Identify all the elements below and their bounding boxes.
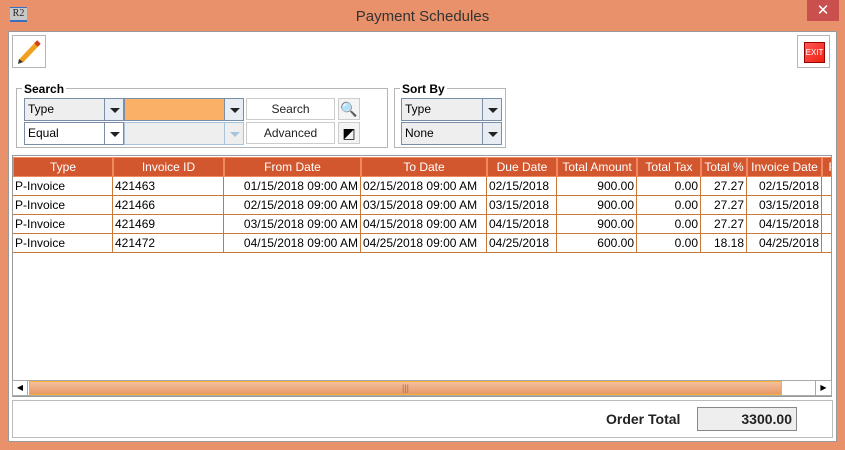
- search-value2-input: [124, 122, 225, 145]
- sort-legend: Sort By: [400, 82, 447, 96]
- table-cell[interactable]: [822, 196, 831, 215]
- advanced-button[interactable]: Advanced: [246, 122, 335, 144]
- table-cell[interactable]: 27.27: [701, 177, 747, 196]
- column-header[interactable]: Type: [13, 157, 113, 177]
- table-cell[interactable]: 04/25/2018 09:00 AM: [361, 234, 487, 253]
- table-cell[interactable]: P-Invoice: [13, 196, 113, 215]
- order-total-value: 3300.00: [697, 407, 797, 431]
- table-cell[interactable]: 421466: [113, 196, 224, 215]
- column-header[interactable]: Total %: [701, 157, 747, 177]
- table-cell[interactable]: 27.27: [701, 215, 747, 234]
- search-group: [16, 88, 388, 148]
- sort-group: [394, 88, 506, 148]
- chevron-down-icon[interactable]: [482, 98, 502, 121]
- pencil-icon: [18, 40, 41, 64]
- search-value-input[interactable]: [124, 98, 225, 121]
- column-header[interactable]: From Date: [224, 157, 361, 177]
- table-cell[interactable]: 0.00: [637, 177, 701, 196]
- column-header[interactable]: To Date: [361, 157, 487, 177]
- table-cell[interactable]: 0.00: [637, 234, 701, 253]
- column-header[interactable]: P: [822, 157, 831, 177]
- search-legend: Search: [22, 82, 67, 96]
- table-cell[interactable]: 04/25/2018: [747, 234, 822, 253]
- scroll-right-icon[interactable]: ▶: [815, 381, 831, 395]
- table-cell[interactable]: 02/15/2018 09:00 AM: [224, 196, 361, 215]
- table-cell[interactable]: 02/15/2018 09:00 AM: [361, 177, 487, 196]
- payment-table: Type Invoice ID From Date To Date Due Date To…: [12, 155, 832, 397]
- chevron-down-icon: [224, 122, 244, 145]
- table-cell[interactable]: 0.00: [637, 196, 701, 215]
- table-cell[interactable]: 04/15/2018 09:00 AM: [361, 215, 487, 234]
- scroll-thumb[interactable]: |||: [29, 381, 782, 395]
- table-cell[interactable]: 600.00: [557, 234, 637, 253]
- search-button[interactable]: Search: [246, 98, 335, 120]
- app-icon: R2: [10, 7, 27, 22]
- table-cell[interactable]: 03/15/2018 09:00 AM: [361, 196, 487, 215]
- table-cell[interactable]: 02/15/2018: [747, 177, 822, 196]
- footer-panel: [12, 400, 833, 438]
- order-total-label: Order Total: [606, 411, 681, 427]
- table-cell[interactable]: P-Invoice: [13, 215, 113, 234]
- chevron-down-icon[interactable]: [104, 98, 124, 121]
- magnifier-icon[interactable]: 🔍: [338, 98, 360, 120]
- edit-button[interactable]: [12, 35, 46, 68]
- search-field-select[interactable]: Type: [24, 98, 105, 121]
- table-cell[interactable]: 0.00: [637, 215, 701, 234]
- table-cell[interactable]: 421472: [113, 234, 224, 253]
- table-cell[interactable]: 900.00: [557, 196, 637, 215]
- table-cell[interactable]: 01/15/2018 09:00 AM: [224, 177, 361, 196]
- table-cell[interactable]: [822, 234, 831, 253]
- advanced-search-icon[interactable]: ◩: [338, 122, 360, 144]
- table-cell[interactable]: 27.27: [701, 196, 747, 215]
- exit-button[interactable]: EXIT: [797, 35, 830, 68]
- table-cell[interactable]: 421469: [113, 215, 224, 234]
- table-cell[interactable]: [822, 177, 831, 196]
- search-operator-select[interactable]: Equal: [24, 122, 105, 145]
- chevron-down-icon[interactable]: [104, 122, 124, 145]
- column-header[interactable]: Total Amount: [557, 157, 637, 177]
- table-cell[interactable]: 03/15/2018 09:00 AM: [224, 215, 361, 234]
- table-cell[interactable]: 03/15/2018: [747, 196, 822, 215]
- chevron-down-icon[interactable]: [482, 122, 502, 145]
- table-cell[interactable]: P-Invoice: [13, 234, 113, 253]
- table-cell[interactable]: 900.00: [557, 177, 637, 196]
- scroll-left-icon[interactable]: ◀: [13, 381, 28, 395]
- table-cell[interactable]: P-Invoice: [13, 177, 113, 196]
- column-header[interactable]: Invoice Date: [747, 157, 822, 177]
- table-cell[interactable]: 03/15/2018: [487, 196, 557, 215]
- table-cell[interactable]: 04/25/2018: [487, 234, 557, 253]
- table-cell[interactable]: 421463: [113, 177, 224, 196]
- table-cell[interactable]: 04/15/2018: [747, 215, 822, 234]
- horizontal-scrollbar[interactable]: ◀ ||| ▶: [12, 380, 832, 396]
- sort-second-select[interactable]: None: [401, 122, 483, 145]
- chevron-down-icon[interactable]: [224, 98, 244, 121]
- table-cell[interactable]: 02/15/2018: [487, 177, 557, 196]
- table-cell[interactable]: 04/15/2018 09:00 AM: [224, 234, 361, 253]
- table-cell[interactable]: 04/15/2018: [487, 215, 557, 234]
- close-button[interactable]: ✕: [807, 0, 839, 21]
- table-cell[interactable]: 900.00: [557, 215, 637, 234]
- exit-icon: EXIT: [804, 42, 825, 63]
- window-title: Payment Schedules: [355, 8, 490, 25]
- table-cell[interactable]: 18.18: [701, 234, 747, 253]
- column-header[interactable]: Due Date: [487, 157, 557, 177]
- column-header[interactable]: Invoice ID: [113, 157, 224, 177]
- column-header[interactable]: Total Tax: [637, 157, 701, 177]
- sort-first-select[interactable]: Type: [401, 98, 483, 121]
- table-cell[interactable]: [822, 215, 831, 234]
